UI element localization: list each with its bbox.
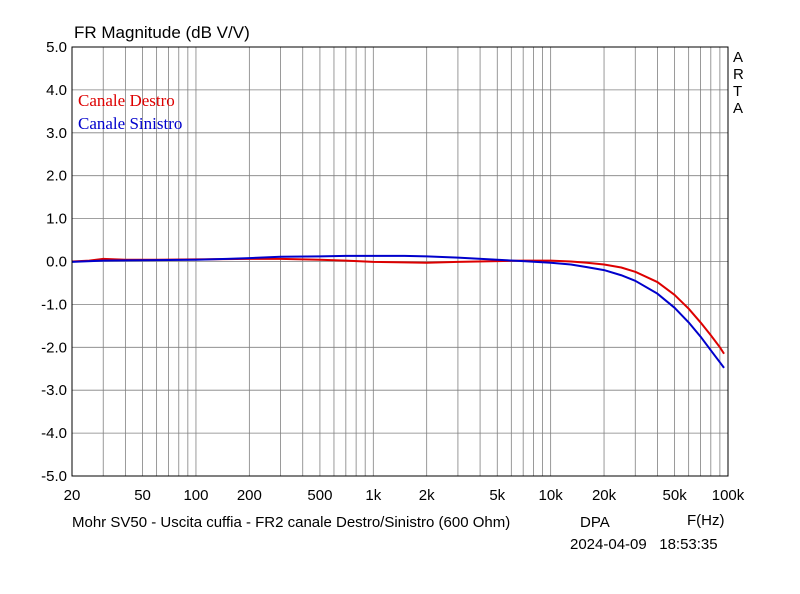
data-series — [71, 254, 725, 369]
x-tick-label: 2k — [419, 487, 435, 504]
timestamp: 2024-04-09 18:53:35 — [570, 536, 718, 553]
x-tick-label: 1k — [365, 487, 381, 504]
brand-letter: A — [733, 49, 743, 66]
x-axis-unit: F(Hz) — [687, 512, 725, 529]
y-tick-label: -5.0 — [41, 468, 67, 485]
x-tick-label: 500 — [307, 487, 332, 504]
y-tick-label: -1.0 — [41, 296, 67, 313]
legend-entry: Canale Destro — [78, 91, 175, 110]
legend-entry: Canale Sinistro — [78, 114, 182, 133]
x-tick-label: 50k — [663, 487, 688, 504]
brand-letter: A — [733, 100, 743, 117]
x-tick-label: 100 — [183, 487, 208, 504]
x-tick-label: 20k — [592, 487, 617, 504]
x-tick-label: 200 — [237, 487, 262, 504]
brand-letter: T — [733, 83, 742, 100]
y-tick-label: 2.0 — [46, 168, 67, 185]
y-tick-label: 3.0 — [46, 125, 67, 142]
y-tick-label: 5.0 — [46, 39, 67, 56]
brand-letter: R — [733, 66, 744, 83]
tick-labels: 20 50 100 200 500 1k 2k 5k 10k 20k 50k 100k 5.0 4.0 3.… — [41, 39, 745, 504]
series-line — [71, 254, 725, 369]
arta-brand: A R T A — [733, 49, 744, 117]
x-tick-label: 100k — [712, 487, 745, 504]
x-tick-label: 20 — [64, 487, 81, 504]
y-tick-label: -4.0 — [41, 425, 67, 442]
y-tick-label: 0.0 — [46, 254, 67, 271]
y-tick-label: 4.0 — [46, 82, 67, 99]
x-tick-label: 10k — [539, 487, 564, 504]
y-tick-label: -2.0 — [41, 339, 67, 356]
chart-caption: Mohr SV50 - Uscita cuffia - FR2 canale D… — [72, 514, 510, 531]
x-tick-label: 50 — [134, 487, 151, 504]
legend: Canale Destro Canale Sinistro — [78, 91, 182, 133]
chart-title: FR Magnitude (dB V/V) — [74, 23, 250, 42]
plot-frame — [71, 46, 729, 477]
measurement-mode: DPA — [580, 514, 610, 531]
y-tick-label: -3.0 — [41, 382, 67, 399]
x-tick-label: 5k — [489, 487, 505, 504]
y-tick-label: 1.0 — [46, 211, 67, 228]
